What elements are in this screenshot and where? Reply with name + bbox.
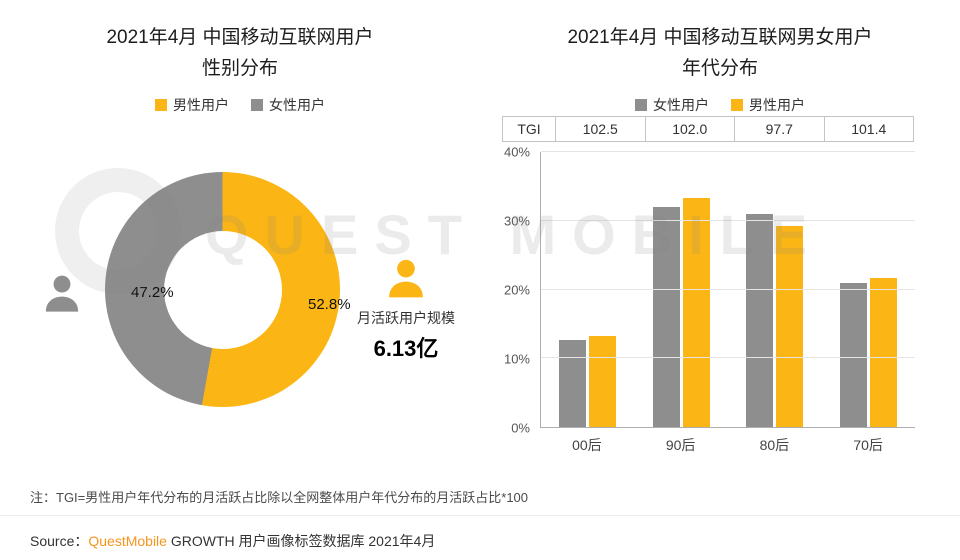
tgi-value-cell-80后: 97.7: [734, 117, 824, 141]
tgi-value-cell-00后: 102.5: [555, 117, 645, 141]
donut-chart: 47.2% 52.8%: [105, 172, 351, 407]
bar-男性用户-70后: [869, 277, 897, 427]
y-tick-label: 10%: [503, 351, 530, 367]
female-legend-swatch: [635, 98, 647, 111]
source-prefix: Source：: [30, 533, 89, 549]
y-axis-labels: 0% 10% 20% 30% 40%: [500, 145, 534, 436]
source-line: Source：QuestMobile GROWTH 用户画像标签数据库 2021…: [30, 531, 435, 551]
gridline: [541, 219, 915, 221]
gender-distribution-panel: 2021年4月 中国移动互联网用户 性别分布 男性用户 女性用户 47.2% 5…: [0, 0, 480, 470]
y-tick-label: 0%: [511, 420, 530, 436]
bar-男性用户-90后: [682, 198, 710, 427]
male-user-icon: [383, 256, 429, 302]
tgi-table: TGI 102.5 102.0 97.7 101.4: [502, 116, 914, 142]
male-slice-label: 52.8%: [308, 296, 351, 313]
female-slice-label: 47.2%: [131, 284, 174, 301]
bar-legend: 女性用户 男性用户: [480, 95, 960, 115]
x-axis-labels: 00后 90后 80后 70后: [540, 435, 915, 455]
footer-divider: [0, 515, 960, 516]
donut-chart-title: 2021年4月 中国移动互联网用户 性别分布: [0, 22, 480, 85]
y-tick-label: 40%: [503, 144, 530, 160]
bar-plot-area: [540, 151, 915, 428]
tgi-value-cell-70后: 101.4: [823, 117, 914, 141]
age-distribution-panel: 2021年4月 中国移动互联网男女用户 年代分布 女性用户 男性用户 TGI 1…: [480, 0, 960, 470]
female-legend-label: 女性用户: [653, 96, 709, 113]
bar-男性用户-00后: [589, 335, 617, 427]
bar-chart: 0% 10% 20% 30% 40% 00后 90后 80后 70后: [500, 145, 915, 453]
gridline: [541, 288, 915, 290]
mau-value: 6.13亿: [373, 336, 439, 361]
donut-title-line1: 2021年4月 中国移动互联网用户: [106, 27, 374, 48]
bar-title-line2: 年代分布: [681, 58, 758, 80]
bar-group-90后: [652, 152, 710, 427]
x-tick-label-00后: 00后: [572, 437, 602, 453]
gridline: [541, 357, 915, 359]
bar-女性用户-00后: [559, 340, 587, 427]
donut-hole: [163, 230, 282, 349]
legend-item-female: 女性用户: [635, 95, 709, 115]
bar-女性用户-70后: [839, 282, 867, 427]
male-legend-label: 男性用户: [173, 96, 229, 113]
bar-chart-title: 2021年4月 中国移动互联网男女用户 年代分布: [480, 22, 960, 85]
mau-annotation: 月活跃用户规模 6.13亿: [332, 256, 480, 363]
donut-title-line2: 性别分布: [201, 58, 278, 80]
donut-legend: 男性用户 女性用户: [0, 95, 480, 115]
legend-item-female: 女性用户: [251, 95, 325, 115]
female-legend-label: 女性用户: [269, 96, 325, 113]
female-user-icon: [40, 272, 84, 316]
bar-groups: [541, 152, 915, 427]
female-legend-swatch: [251, 98, 263, 111]
legend-item-male: 男性用户: [731, 95, 805, 115]
x-tick-label-70后: 70后: [853, 437, 883, 453]
x-tick-label-90后: 90后: [665, 437, 696, 453]
x-tick-label-80后: 80后: [759, 437, 790, 453]
mau-label: 月活跃用户规模: [357, 310, 455, 326]
y-tick-label: 30%: [503, 213, 530, 229]
tgi-header-cell: TGI: [517, 121, 541, 137]
bar-男性用户-80后: [776, 225, 804, 427]
bar-group-00后: [559, 152, 617, 427]
gridline: [541, 151, 915, 152]
source-brand: QuestMobile: [88, 533, 167, 549]
bar-group-70后: [839, 152, 897, 427]
source-suffix: GROWTH 用户画像标签数据库 2021年4月: [166, 533, 436, 549]
bar-女性用户-90后: [652, 207, 680, 427]
tgi-value-cell-90后: 102.0: [644, 117, 735, 141]
male-legend-swatch: [731, 98, 743, 111]
bar-group-80后: [746, 152, 804, 427]
male-legend-swatch: [155, 98, 167, 111]
legend-item-male: 男性用户: [155, 95, 229, 115]
y-tick-label: 20%: [503, 282, 530, 298]
tgi-footnote: 注：TGI=男性用户年代分布的月活跃占比除以全网整体用户年代分布的月活跃占比*1…: [30, 490, 529, 505]
bar-title-line1: 2021年4月 中国移动互联网男女用户: [567, 27, 873, 48]
bar-女性用户-80后: [746, 213, 774, 427]
male-legend-label: 男性用户: [749, 96, 805, 113]
